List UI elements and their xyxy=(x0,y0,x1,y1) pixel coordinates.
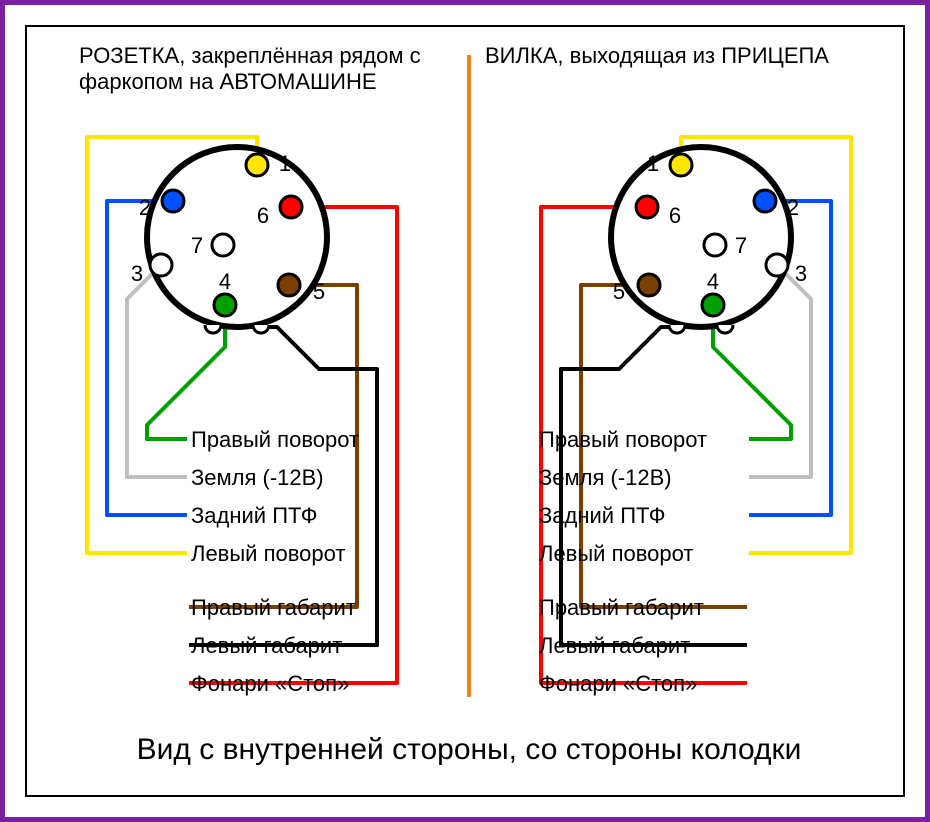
right-pin-2 xyxy=(754,190,776,212)
left-label-left_marker: Левый габарит xyxy=(191,633,342,658)
right-label-rear_fog: Задний ПТФ xyxy=(539,503,665,528)
footer-caption: Вид с внутренней стороны, со стороны кол… xyxy=(137,733,802,766)
outer-frame: РОЗЕТКА, закреплённая рядом сфаркопом на… xyxy=(0,0,930,822)
left-connector-body xyxy=(147,147,327,327)
left-label-left_turn: Левый поворот xyxy=(191,541,345,566)
right-pin-1 xyxy=(670,154,692,176)
right-pin-number-6: 6 xyxy=(669,203,681,228)
left-label-rear_fog: Задний ПТФ xyxy=(191,503,317,528)
left-pin-number-4: 4 xyxy=(219,269,231,294)
right-pin-number-4: 4 xyxy=(707,269,719,294)
right-label-left_marker: Левый габарит xyxy=(539,633,690,658)
right-pin-6 xyxy=(636,196,658,218)
left-pin-3 xyxy=(150,254,172,276)
inner-frame: РОЗЕТКА, закреплённая рядом сфаркопом на… xyxy=(25,25,905,797)
left-title-line-1: РОЗЕТКА, закреплённая рядом с xyxy=(79,43,421,68)
right-label-right_marker: Правый габарит xyxy=(539,595,704,620)
left-pin-1 xyxy=(246,154,268,176)
left-pin-number-2: 2 xyxy=(139,195,151,220)
left-pin-4 xyxy=(214,294,236,316)
right-label-ground: Земля (-12В) xyxy=(539,465,672,490)
right-title-line-1: ВИЛКА, выходящая из ПРИЦЕПА xyxy=(485,43,829,68)
right-connector-body xyxy=(611,147,791,327)
right-label-right_turn: Правый поворот xyxy=(539,427,707,452)
left-pin-7 xyxy=(212,234,234,256)
left-pin-number-1: 1 xyxy=(279,151,291,176)
left-pin-number-6: 6 xyxy=(257,203,269,228)
left-label-stop: Фонари «Стоп» xyxy=(191,671,349,696)
left-pin-number-7: 7 xyxy=(191,233,203,258)
left-label-right_turn: Правый поворот xyxy=(191,427,359,452)
right-label-stop: Фонари «Стоп» xyxy=(539,671,697,696)
right-notch-1 xyxy=(669,325,685,333)
left-label-right_marker: Правый габарит xyxy=(191,595,356,620)
wiring-diagram: РОЗЕТКА, закреплённая рядом сфаркопом на… xyxy=(27,27,911,803)
right-pin-number-7: 7 xyxy=(735,233,747,258)
right-pin-4 xyxy=(702,294,724,316)
left-pin-5 xyxy=(278,274,300,296)
left-pin-6 xyxy=(280,196,302,218)
right-pin-7 xyxy=(704,234,726,256)
right-pin-5 xyxy=(638,274,660,296)
right-pin-number-1: 1 xyxy=(647,151,659,176)
left-pin-number-5: 5 xyxy=(313,279,325,304)
left-pin-2 xyxy=(162,190,184,212)
left-label-ground: Земля (-12В) xyxy=(191,465,324,490)
left-pin-number-3: 3 xyxy=(131,261,143,286)
left-notch-1 xyxy=(205,325,221,333)
right-pin-3 xyxy=(766,254,788,276)
right-notch-2 xyxy=(717,325,733,333)
left-title-line-2: фаркопом на АВТОМАШИНЕ xyxy=(79,69,377,94)
right-pin-number-2: 2 xyxy=(787,195,799,220)
right-label-left_turn: Левый поворот xyxy=(539,541,693,566)
right-pin-number-5: 5 xyxy=(613,279,625,304)
left-notch-2 xyxy=(253,325,269,333)
right-pin-number-3: 3 xyxy=(795,261,807,286)
